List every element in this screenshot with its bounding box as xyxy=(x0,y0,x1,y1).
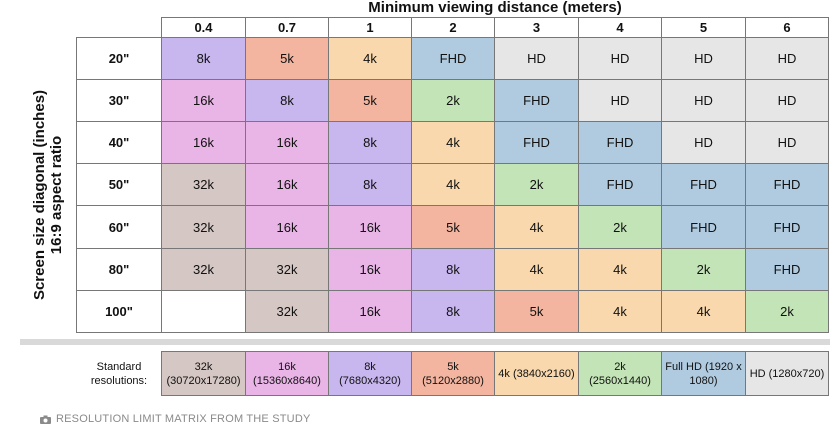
row-header: 100" xyxy=(76,290,162,333)
matrix-cell: 4k xyxy=(661,290,746,333)
legend-swatch: 2k (2560x1440) xyxy=(578,351,662,396)
matrix-cell: 16k xyxy=(161,121,246,164)
matrix-cell: FHD xyxy=(494,79,579,122)
matrix-cell: FHD xyxy=(661,163,746,206)
matrix-cell: FHD xyxy=(745,205,829,249)
matrix-cell: FHD xyxy=(411,37,495,80)
matrix-cell: 16k xyxy=(245,163,329,206)
matrix-cell: HD xyxy=(661,121,746,164)
row-header: 30" xyxy=(76,79,162,122)
matrix-cell: FHD xyxy=(578,163,662,206)
section-divider xyxy=(20,339,830,345)
matrix-cell: 32k xyxy=(245,290,329,333)
matrix-cell: 4k xyxy=(578,248,662,291)
matrix-cell: HD xyxy=(494,37,579,80)
matrix-cell: 16k xyxy=(328,205,412,249)
column-header: 4 xyxy=(578,17,662,38)
legend-swatch: Full HD (1920 x 1080) xyxy=(661,351,746,396)
matrix-cell: 2k xyxy=(494,163,579,206)
column-header: 2 xyxy=(411,17,495,38)
matrix-cell: FHD xyxy=(494,121,579,164)
legend-swatch: 16k (15360x8640) xyxy=(245,351,329,396)
matrix-cell: FHD xyxy=(578,121,662,164)
matrix-cell: 8k xyxy=(328,163,412,206)
matrix-cell: 4k xyxy=(411,121,495,164)
matrix-cell: 4k xyxy=(578,290,662,333)
matrix-cell: 8k xyxy=(328,121,412,164)
row-header: 60" xyxy=(76,205,162,249)
matrix-cell: 8k xyxy=(411,290,495,333)
matrix-cell: 16k xyxy=(161,79,246,122)
matrix-cell: FHD xyxy=(661,205,746,249)
matrix-cell: 8k xyxy=(245,79,329,122)
row-header: 50" xyxy=(76,163,162,206)
matrix-cell: 8k xyxy=(161,37,246,80)
matrix-cell: 5k xyxy=(328,79,412,122)
matrix-cell: 16k xyxy=(328,290,412,333)
caption-text: RESOLUTION LIMIT MATRIX FROM THE STUDY xyxy=(56,413,311,425)
matrix-cell: HD xyxy=(661,79,746,122)
matrix-cell: 16k xyxy=(328,248,412,291)
matrix-cell: HD xyxy=(578,79,662,122)
legend-label: Standard resolutions: xyxy=(90,360,148,387)
matrix-cell: 2k xyxy=(745,290,829,333)
column-header: 0.4 xyxy=(161,17,246,38)
column-header: 1 xyxy=(328,17,412,38)
matrix-cell: FHD xyxy=(745,163,829,206)
row-header: 20" xyxy=(76,37,162,80)
chart-title: Minimum viewing distance (meters) xyxy=(368,0,622,16)
matrix-cell xyxy=(161,290,246,333)
resolution-matrix: 0.4 0.7 1 2 3 4 5 6 20" 8k 5k 4k FHD HD HD HD HD 30" 16k 8k… xyxy=(76,17,829,333)
matrix-cell: 4k xyxy=(411,163,495,206)
camera-icon xyxy=(40,415,51,424)
legend-swatch: 4k (3840x2160) xyxy=(494,351,579,396)
matrix-cell: 2k xyxy=(411,79,495,122)
column-header: 5 xyxy=(661,17,746,38)
legend-swatch: 8k (7680x4320) xyxy=(328,351,412,396)
matrix-cell: 4k xyxy=(328,37,412,80)
matrix-cell: HD xyxy=(661,37,746,80)
column-header: 6 xyxy=(745,17,829,38)
matrix-cell: HD xyxy=(745,79,829,122)
legend-swatch: 5k (5120x2880) xyxy=(411,351,495,396)
matrix-cell: FHD xyxy=(745,248,829,291)
legend-swatch: HD (1280x720) xyxy=(745,351,829,396)
matrix-cell: 16k xyxy=(245,121,329,164)
matrix-cell: 32k xyxy=(161,248,246,291)
legend-swatch: 32k (30720x17280) xyxy=(161,351,246,396)
column-header: 0.7 xyxy=(245,17,329,38)
matrix-cell: HD xyxy=(745,121,829,164)
row-header: 80" xyxy=(76,248,162,291)
matrix-cell: 32k xyxy=(161,163,246,206)
matrix-cell: 4k xyxy=(494,248,579,291)
matrix-cell: 16k xyxy=(245,205,329,249)
matrix-cell: HD xyxy=(745,37,829,80)
row-header: 40" xyxy=(76,121,162,164)
matrix-cell: 32k xyxy=(161,205,246,249)
matrix-cell: 32k xyxy=(245,248,329,291)
matrix-cell: 2k xyxy=(578,205,662,249)
matrix-cell: 2k xyxy=(661,248,746,291)
matrix-cell: 4k xyxy=(494,205,579,249)
figure-caption: RESOLUTION LIMIT MATRIX FROM THE STUDY xyxy=(40,413,311,425)
matrix-cell: HD xyxy=(578,37,662,80)
matrix-cell: 5k xyxy=(245,37,329,80)
column-header: 3 xyxy=(494,17,579,38)
matrix-cell: 5k xyxy=(411,205,495,249)
matrix-cell: 5k xyxy=(494,290,579,333)
matrix-cell: 8k xyxy=(411,248,495,291)
